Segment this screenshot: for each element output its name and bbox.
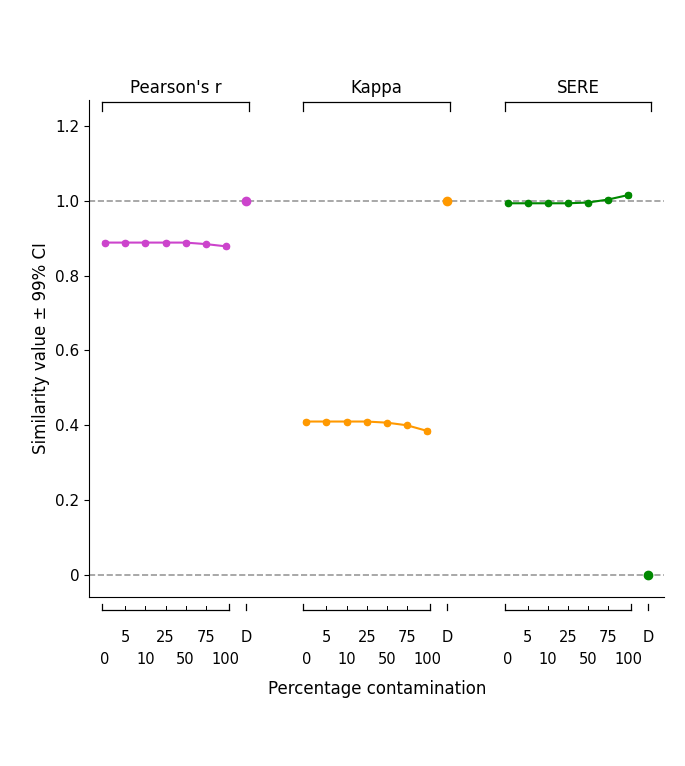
Text: 25: 25 (156, 630, 175, 645)
Text: 75: 75 (397, 630, 416, 645)
Text: D: D (643, 630, 654, 645)
Text: D: D (240, 630, 251, 645)
Text: 25: 25 (358, 630, 376, 645)
Text: 10: 10 (136, 653, 155, 667)
Text: 0: 0 (101, 653, 110, 667)
Text: Pearson's r: Pearson's r (129, 79, 221, 97)
Text: Percentage contamination: Percentage contamination (268, 679, 486, 698)
Text: 100: 100 (614, 653, 643, 667)
Text: 50: 50 (377, 653, 396, 667)
Text: 75: 75 (599, 630, 617, 645)
Text: 10: 10 (337, 653, 356, 667)
Y-axis label: Similarity value ± 99% CI: Similarity value ± 99% CI (32, 243, 49, 454)
Text: 100: 100 (413, 653, 441, 667)
Text: 50: 50 (579, 653, 597, 667)
Text: 75: 75 (197, 630, 215, 645)
Text: SERE: SERE (556, 79, 599, 97)
Text: D: D (442, 630, 453, 645)
Text: 0: 0 (503, 653, 512, 667)
Text: 5: 5 (322, 630, 331, 645)
Text: 5: 5 (121, 630, 130, 645)
Text: Kappa: Kappa (351, 79, 403, 97)
Text: 10: 10 (538, 653, 557, 667)
Text: 5: 5 (523, 630, 532, 645)
Text: 25: 25 (558, 630, 577, 645)
Text: 0: 0 (301, 653, 311, 667)
Text: 100: 100 (212, 653, 240, 667)
Text: 50: 50 (176, 653, 195, 667)
